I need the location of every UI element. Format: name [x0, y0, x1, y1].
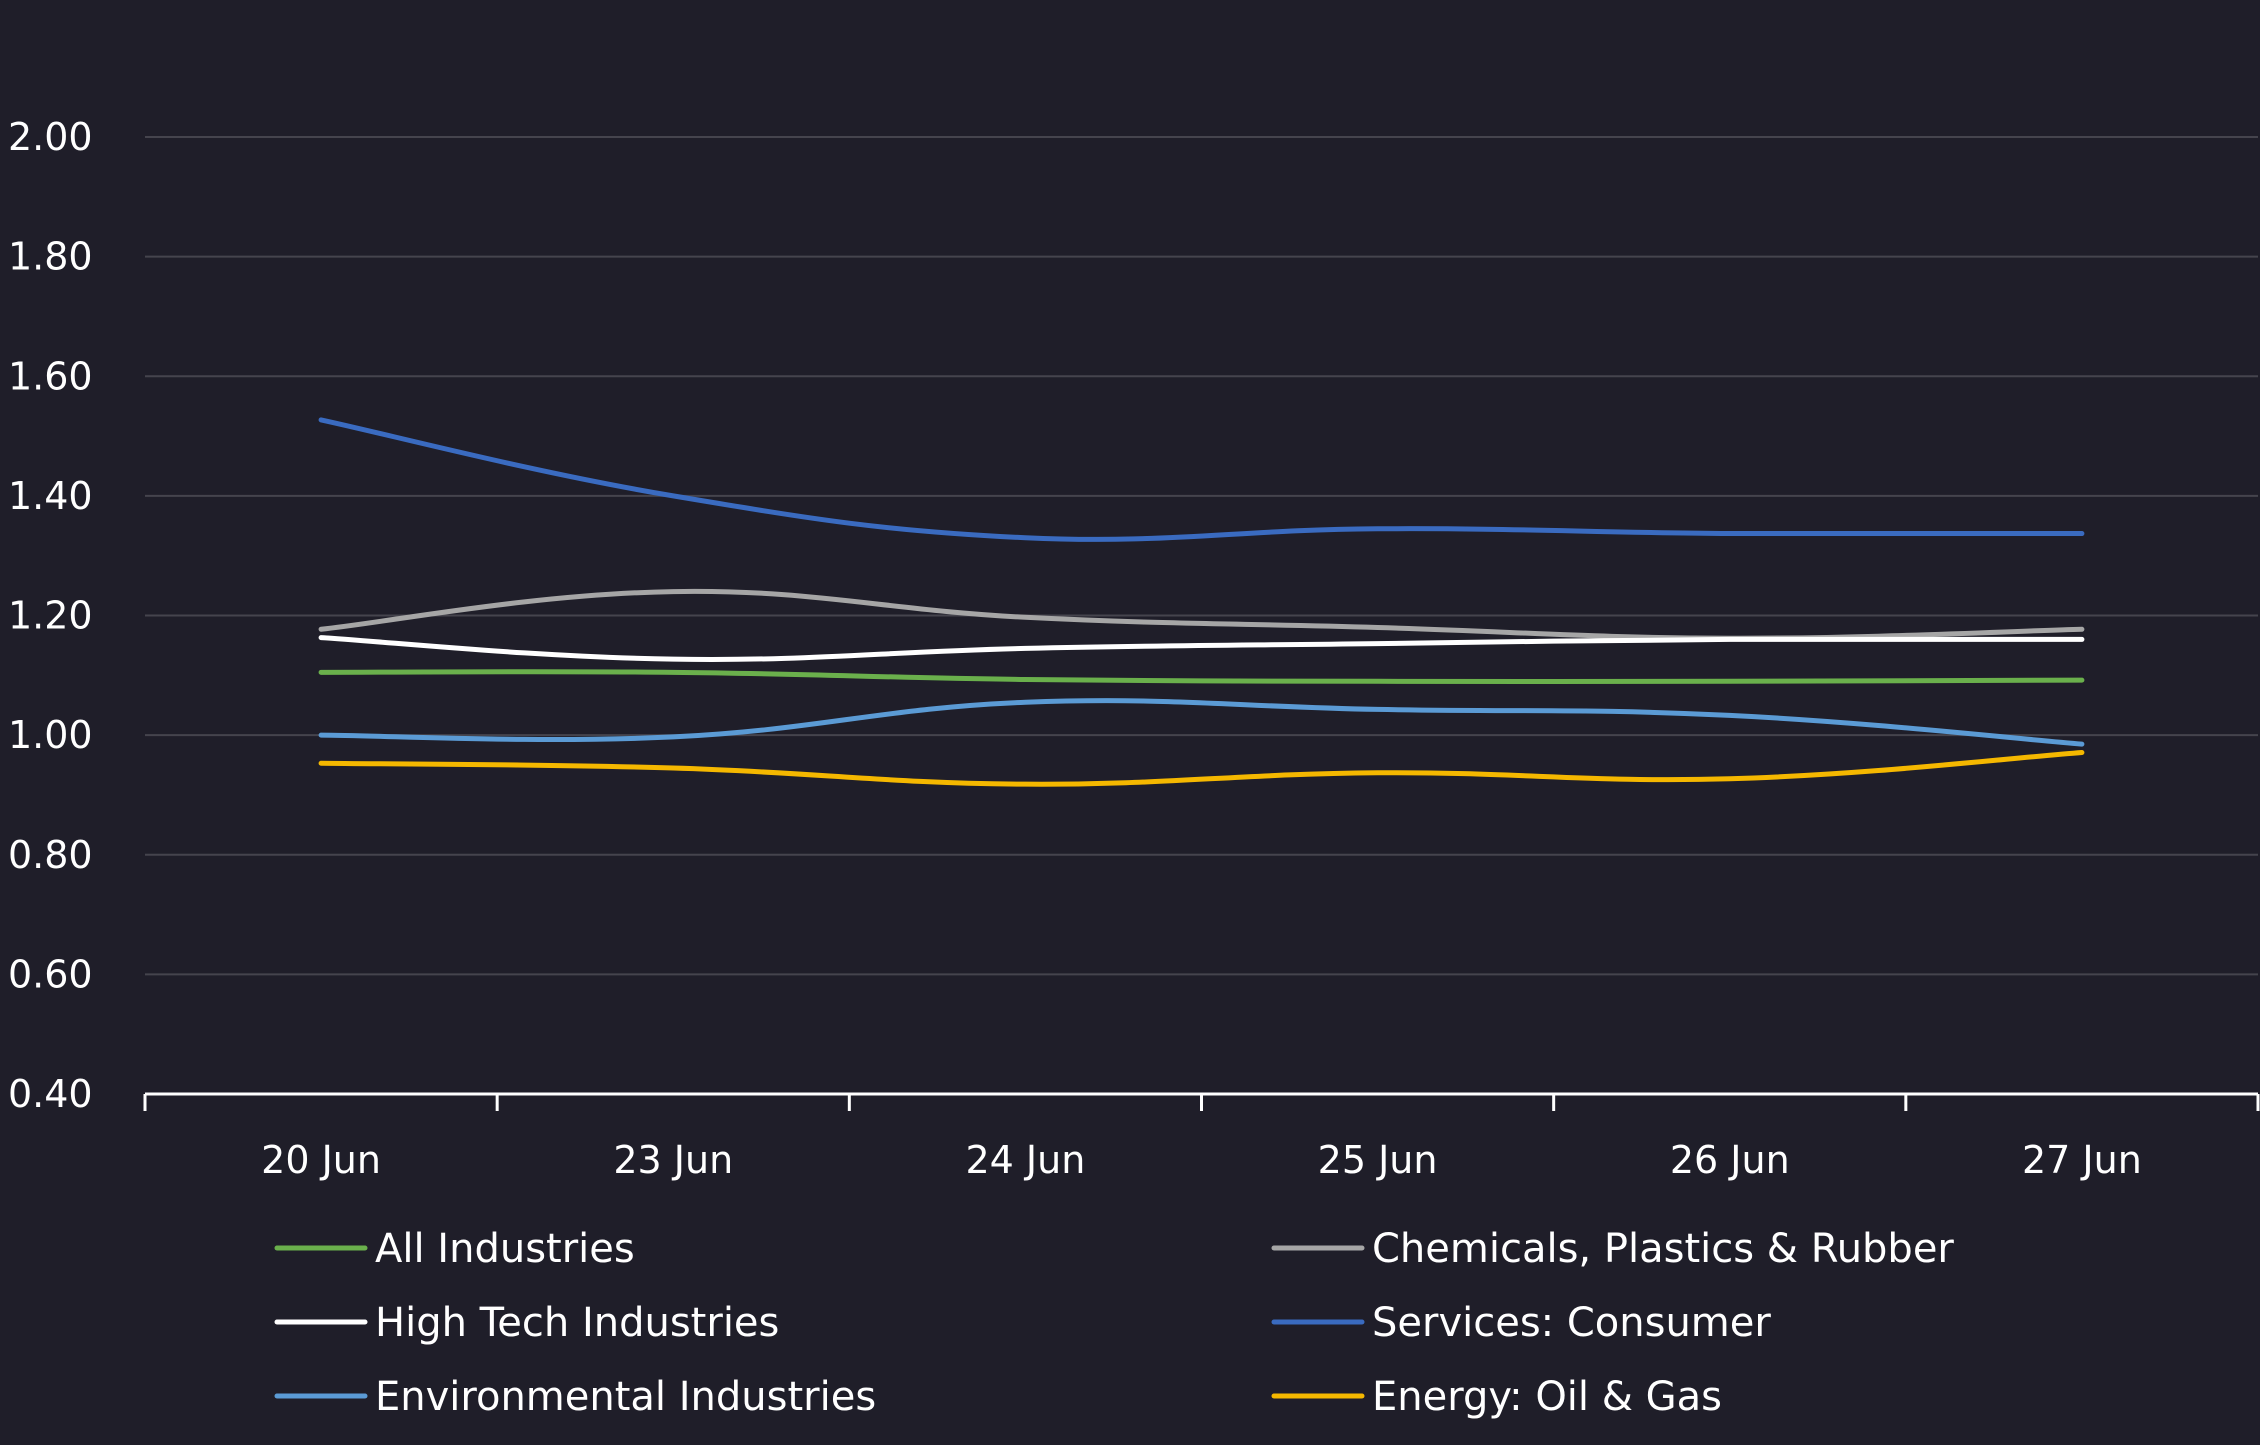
- series-line-all-industries: [318, 669, 2085, 685]
- y-tick-label: 0.40: [8, 1072, 93, 1116]
- series-line-services-consumer: [318, 417, 2085, 542]
- series-line-environmental-industries: [318, 698, 2085, 747]
- y-tick-label: 1.40: [8, 474, 93, 518]
- x-tick-label: 20 Jun: [261, 1138, 381, 1182]
- legend-item: Services: Consumer: [1271, 1300, 1771, 1346]
- x-tick-label: 27 Jun: [2022, 1138, 2142, 1182]
- gridlines: [145, 136, 2258, 976]
- x-tick-label: 25 Jun: [1318, 1138, 1438, 1182]
- legend-item: Energy: Oil & Gas: [1271, 1374, 1722, 1420]
- y-tick-label: 1.80: [8, 235, 93, 279]
- series-line-high-tech-industries: [318, 635, 2085, 662]
- legend-label: All Industries: [375, 1226, 635, 1272]
- series-line-energy-oil-gas: [318, 749, 2085, 787]
- legend-item: Chemicals, Plastics & Rubber: [1271, 1226, 1954, 1272]
- legend-item: All Industries: [274, 1226, 635, 1272]
- series-lines: [318, 417, 2085, 787]
- y-axis-tick-labels: 0.40 0.60 0.80 1.00 1.20 1.40 1.60 1.80 2.00: [8, 115, 93, 1116]
- y-tick-label: 0.80: [8, 833, 93, 877]
- x-tick-label: 26 Jun: [1670, 1138, 1790, 1182]
- legend-label: Energy: Oil & Gas: [1372, 1374, 1722, 1420]
- legend-label: Chemicals, Plastics & Rubber: [1372, 1226, 1954, 1272]
- x-axis: 20 Jun 23 Jun 24 Jun 25 Jun 26 Jun 27 Jun: [143, 1092, 2260, 1182]
- x-tick-label: 23 Jun: [613, 1138, 733, 1182]
- y-tick-label: 1.20: [8, 594, 93, 638]
- legend-item: Environmental Industries: [274, 1374, 876, 1420]
- y-tick-label: 1.00: [8, 713, 93, 757]
- legend: All Industries Chemicals, Plastics & Rubb…: [274, 1226, 1954, 1420]
- legend-label: High Tech Industries: [375, 1300, 779, 1346]
- legend-label: Services: Consumer: [1372, 1300, 1771, 1346]
- legend-item: High Tech Industries: [274, 1300, 779, 1346]
- legend-label: Environmental Industries: [375, 1374, 876, 1420]
- y-tick-label: 1.60: [8, 354, 93, 398]
- x-tick-label: 24 Jun: [966, 1138, 1086, 1182]
- y-tick-label: 2.00: [8, 115, 93, 159]
- y-tick-label: 0.60: [8, 952, 93, 996]
